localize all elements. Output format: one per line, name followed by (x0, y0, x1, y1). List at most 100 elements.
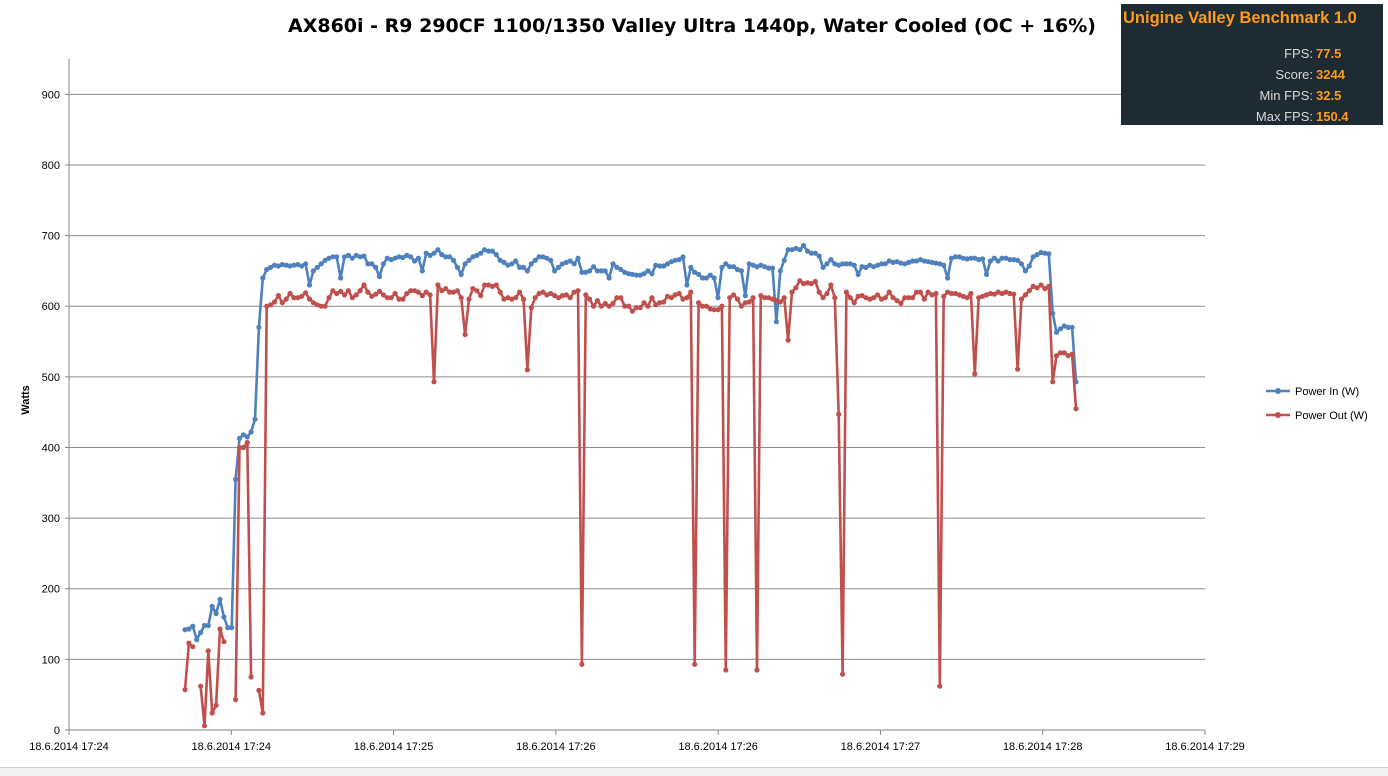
data-point (357, 254, 363, 260)
data-point (762, 264, 768, 270)
data-point (380, 292, 386, 298)
data-point (190, 644, 196, 650)
data-point (878, 261, 885, 267)
data-point (676, 257, 682, 263)
data-point (415, 255, 421, 261)
data-point (575, 288, 581, 294)
data-point (590, 264, 597, 270)
data-point (341, 254, 348, 260)
score-value: 3244 (1316, 67, 1345, 82)
data-point (664, 293, 671, 299)
data-point (493, 282, 499, 288)
data-point (750, 295, 756, 301)
data-point (808, 250, 815, 256)
data-point (532, 257, 538, 263)
series-0 (182, 242, 1079, 643)
data-point (563, 259, 569, 265)
data-point (462, 331, 468, 338)
data-point (937, 683, 943, 689)
data-point (482, 247, 488, 253)
data-point (766, 295, 772, 301)
data-point (233, 476, 239, 482)
data-point (198, 629, 204, 636)
data-point (1007, 257, 1013, 263)
data-point (762, 295, 768, 301)
data-point (376, 288, 383, 294)
data-point (555, 264, 562, 270)
data-point (1018, 296, 1025, 302)
data-point (902, 261, 908, 267)
data-point (271, 299, 278, 305)
data-point (921, 296, 927, 302)
x-tick-label: 18.6.2014 17:27 (841, 741, 921, 753)
data-point (1061, 323, 1067, 329)
data-point (470, 254, 476, 260)
data-point (493, 252, 499, 258)
data-point (602, 300, 608, 306)
data-point (948, 290, 955, 297)
data-point (629, 271, 636, 277)
data-point (489, 248, 495, 254)
data-point (306, 282, 313, 288)
data-point (1022, 268, 1028, 274)
data-point (474, 252, 480, 258)
data-point (559, 293, 566, 299)
data-point (264, 266, 270, 273)
data-point (898, 260, 904, 266)
data-point (699, 275, 706, 281)
data-point (376, 273, 383, 280)
data-point (956, 254, 962, 260)
data-point (520, 264, 527, 270)
data-point (478, 250, 484, 256)
data-point (824, 290, 830, 297)
data-point (338, 275, 344, 281)
data-point (552, 268, 558, 274)
legend-swatch-marker (1275, 412, 1281, 418)
data-point (579, 661, 585, 667)
data-point (524, 367, 531, 373)
data-point (532, 295, 538, 301)
data-point (435, 247, 441, 253)
data-point (205, 622, 211, 629)
data-point (186, 640, 192, 646)
data-point (1042, 250, 1048, 256)
data-point (318, 261, 324, 267)
data-point (672, 292, 678, 298)
data-point (929, 259, 935, 265)
data-point (482, 282, 488, 288)
data-point (322, 303, 328, 309)
min-fps-label: Min FPS: (1259, 88, 1313, 103)
y-tick-label: 100 (42, 654, 60, 666)
data-point (1011, 291, 1017, 297)
data-point (906, 259, 912, 265)
data-point (587, 268, 593, 274)
legend-entry: Power Out (W) (1295, 410, 1368, 422)
data-point (734, 266, 741, 273)
y-tick-label: 900 (42, 89, 60, 101)
data-point (349, 295, 355, 301)
data-point (248, 674, 254, 680)
data-point (941, 293, 947, 299)
data-point (715, 307, 721, 313)
data-point (186, 626, 192, 632)
data-point (945, 275, 951, 281)
data-point (400, 296, 406, 302)
data-point (769, 265, 776, 271)
data-point (322, 257, 328, 263)
y-tick-label: 300 (42, 513, 60, 525)
data-point (345, 288, 351, 294)
data-point (548, 257, 554, 263)
data-point (902, 295, 908, 301)
data-point (933, 260, 939, 266)
data-point (960, 255, 966, 261)
data-point (851, 300, 857, 306)
data-point (361, 253, 367, 259)
data-point (945, 289, 951, 295)
data-point (1038, 249, 1044, 256)
data-point (567, 258, 573, 264)
data-point (338, 288, 344, 294)
data-point (956, 292, 962, 298)
data-point (447, 254, 453, 260)
max-fps-label: Max FPS: (1255, 109, 1313, 124)
